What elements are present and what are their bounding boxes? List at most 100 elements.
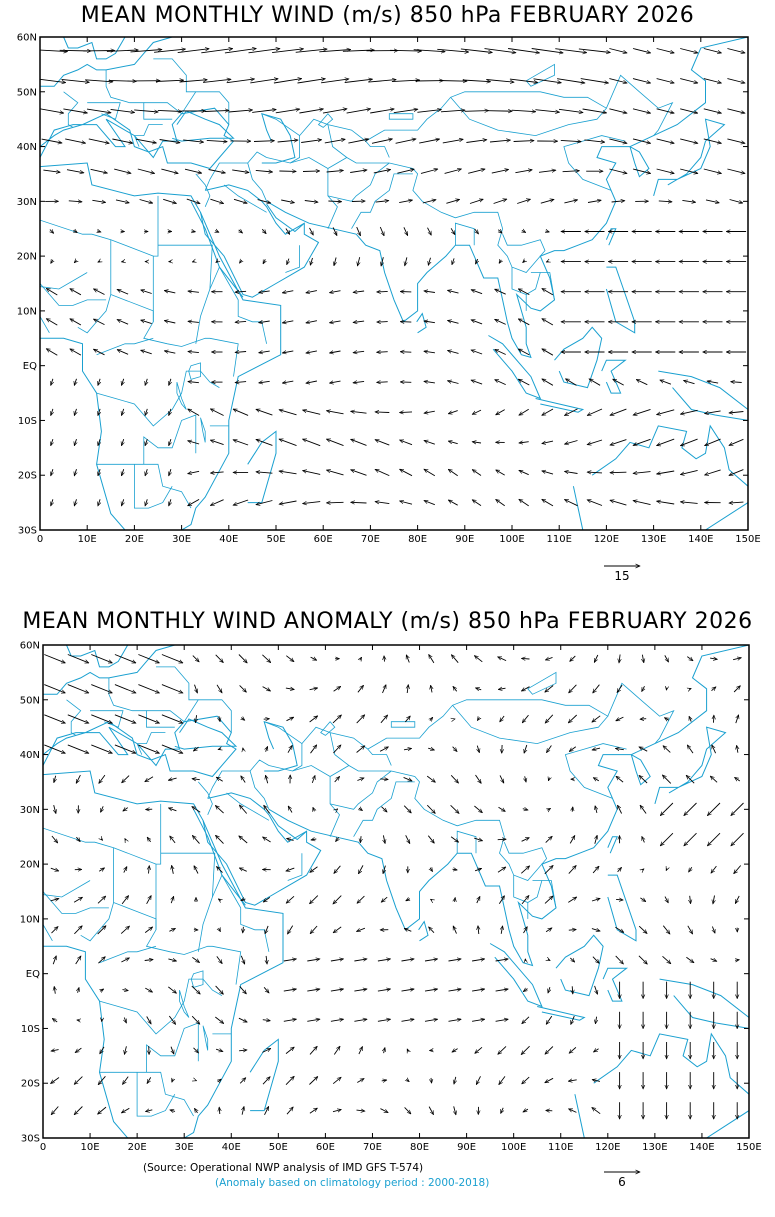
- wind-vector: [663, 746, 671, 753]
- wind-vector: [219, 1107, 220, 1115]
- wind-vector: [542, 408, 554, 416]
- wind-vector: [358, 1047, 363, 1055]
- wind-vector: [138, 714, 159, 723]
- wind-vector: [179, 80, 208, 83]
- wind-vector: [282, 381, 294, 383]
- map-frame: [42, 644, 750, 1139]
- wind-vector: [656, 108, 675, 113]
- lon-tick-label: 30E: [172, 534, 191, 545]
- wind-vector: [161, 168, 178, 173]
- wind-vector: [710, 658, 717, 659]
- wind-vector: [255, 170, 273, 172]
- wind-vector: [122, 469, 124, 476]
- wind-vector: [589, 379, 601, 386]
- country-border: [351, 173, 413, 229]
- wind-vector: [493, 199, 507, 204]
- coastline-taiwan: [607, 836, 618, 854]
- wind-vector: [168, 986, 176, 993]
- wind-vector: [424, 469, 436, 477]
- wind-vector: [705, 410, 721, 414]
- wind-vector: [98, 1076, 106, 1084]
- wind-vector: [391, 80, 420, 82]
- wind-vector: [381, 257, 383, 266]
- wind-vector: [51, 469, 53, 476]
- wind-vector: [474, 656, 483, 663]
- wind-vector: [547, 745, 552, 753]
- wind-vector: [680, 438, 698, 446]
- wind-vector: [85, 79, 113, 82]
- wind-vector: [50, 868, 59, 871]
- wind-vector: [471, 290, 483, 295]
- wind-vector: [448, 1019, 462, 1021]
- wind-vector: [486, 79, 514, 83]
- wind-vector: [98, 408, 100, 416]
- wind-vector: [424, 989, 438, 991]
- wind-vectors: [44, 654, 744, 1120]
- wind-vector: [321, 79, 349, 84]
- wind-vector: [713, 895, 715, 904]
- wind-vector: [309, 227, 314, 235]
- country-border: [454, 222, 475, 246]
- wind-vector: [194, 684, 198, 693]
- wind-vector: [281, 199, 294, 203]
- wind-vector: [403, 805, 411, 813]
- wind-vector: [279, 410, 297, 416]
- wind-vector: [161, 744, 183, 753]
- wind-vector: [216, 835, 224, 844]
- wind-vector: [332, 1110, 341, 1112]
- wind-vector: [149, 866, 150, 874]
- wind-vector: [98, 499, 100, 506]
- wind-vector: [519, 499, 529, 507]
- wind-vector: [680, 409, 698, 414]
- wind-vector: [450, 774, 458, 783]
- wind-vector: [427, 227, 432, 236]
- wind-vector: [98, 868, 104, 871]
- wind-vector: [309, 1108, 318, 1114]
- wind-vector: [474, 228, 479, 234]
- wind-vector: [44, 714, 65, 723]
- wind-vector: [680, 502, 698, 504]
- wind-vector: [218, 899, 220, 901]
- wind-vector: [426, 775, 435, 782]
- wind-vector: [215, 654, 224, 663]
- wind-vector: [375, 440, 390, 446]
- country-border: [607, 682, 675, 744]
- wind-vector: [594, 1049, 599, 1052]
- wind-vector: [420, 169, 438, 174]
- top-wind-map: 0 10E 20E 30E 40E 50E 60E 70E 80E 90E 100E 110E 120E…: [17, 33, 761, 546]
- coastline-arabia: [202, 792, 322, 906]
- wind-vector: [112, 138, 132, 143]
- wind-vector: [400, 352, 412, 353]
- lake-outline: [176, 381, 187, 410]
- wind-vector: [545, 685, 554, 693]
- wind-vector: [130, 50, 162, 53]
- country-border: [113, 847, 157, 930]
- wind-vector: [114, 168, 131, 173]
- wind-vectors: [40, 49, 747, 507]
- wind-vector: [428, 748, 434, 750]
- country-border: [327, 157, 390, 169]
- wind-vector: [511, 110, 536, 112]
- wind-vector: [259, 381, 270, 383]
- wind-vector: [138, 654, 159, 663]
- wind-vector: [642, 654, 643, 663]
- lon-tick-label: 110E: [548, 1142, 573, 1153]
- wind-vector: [172, 1079, 173, 1083]
- lon-tick-label: 10E: [78, 534, 97, 545]
- wind-vector: [616, 716, 624, 722]
- wind-vector: [114, 744, 136, 753]
- wind-vector: [400, 440, 413, 446]
- wind-vector: [358, 257, 360, 266]
- wind-vector: [201, 49, 232, 54]
- wind-vector: [240, 260, 242, 263]
- wind-vector: [122, 438, 124, 446]
- country-border: [90, 710, 124, 728]
- wind-vector: [732, 658, 741, 660]
- wind-vector: [74, 469, 76, 476]
- wind-vector: [640, 897, 645, 902]
- country-border: [330, 770, 392, 810]
- wind-vector: [735, 777, 741, 782]
- country-border: [249, 770, 270, 810]
- wind-vector: [322, 109, 347, 114]
